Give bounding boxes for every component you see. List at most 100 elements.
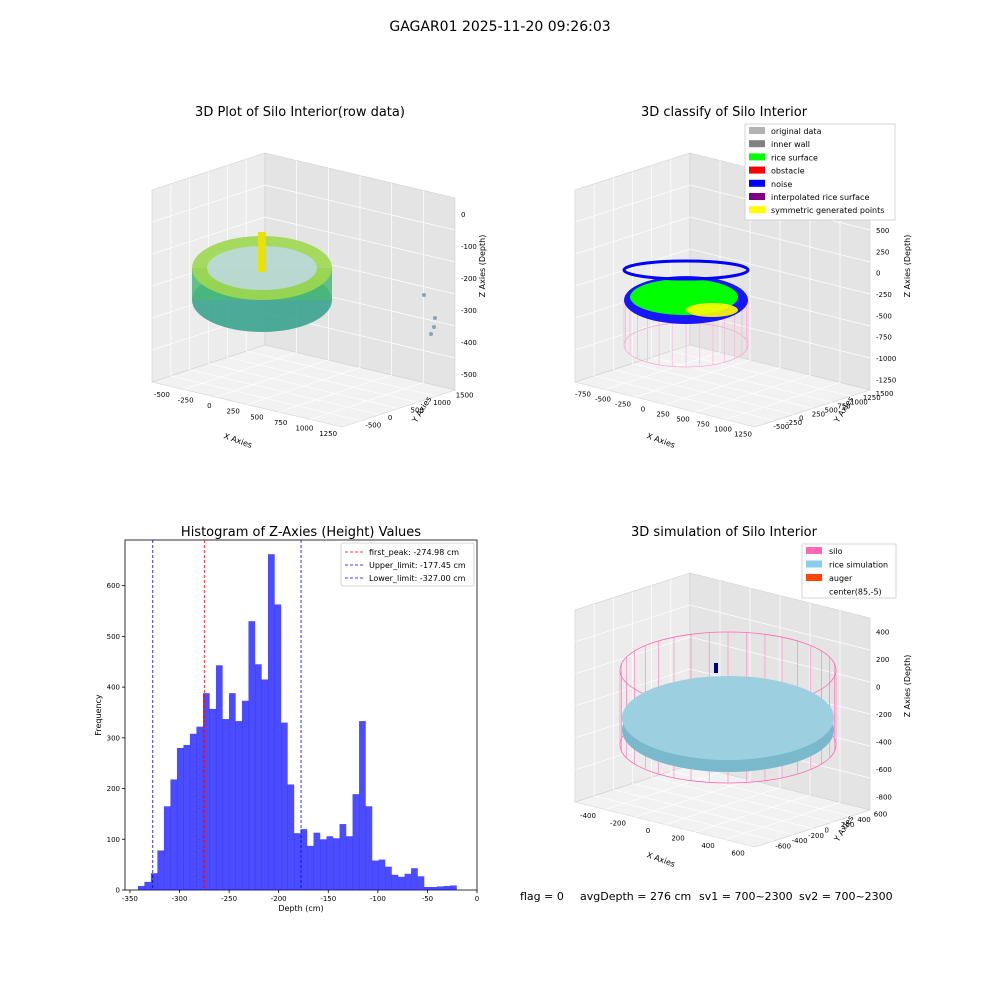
sim-legend-swatch-2 xyxy=(806,574,822,581)
sim-rice-simulation xyxy=(622,676,834,760)
histogram-bar xyxy=(437,886,444,890)
histogram-bar xyxy=(307,845,314,890)
sim-y-tick: -200 xyxy=(808,832,824,840)
cls-x-tick: -750 xyxy=(575,391,591,399)
histogram-bar xyxy=(176,747,184,890)
histogram-bar xyxy=(346,836,353,890)
raw-grid xyxy=(310,382,424,420)
cls-x-tick: 750 xyxy=(696,421,709,429)
panel-raw-data: 3D Plot of Silo Interior(row data) -500-… xyxy=(150,105,487,450)
cls-x-tick: -250 xyxy=(615,401,631,409)
sim-grid xyxy=(689,604,871,651)
footer-sv1: sv1 = 700~2300 xyxy=(699,890,793,903)
y-tick-label: 300 xyxy=(107,734,120,742)
histogram-bar xyxy=(411,868,418,890)
footer-sv2: sv2 = 700~2300 xyxy=(799,890,893,903)
histogram-bar xyxy=(372,860,379,890)
histogram-bar xyxy=(235,721,243,890)
cls-legend-swatch-5 xyxy=(749,193,765,200)
cls-legend-label-0: original data xyxy=(771,127,822,136)
histogram-bar xyxy=(228,693,236,890)
histogram-bar xyxy=(261,679,269,890)
panel-simulation: 3D simulation of Silo Interior -400-2000… xyxy=(573,525,912,869)
y-tick-label: 0 xyxy=(116,887,120,895)
histogram-bar xyxy=(274,604,282,890)
sim-y-tick: -400 xyxy=(792,837,808,845)
x-tick-label: -100 xyxy=(370,895,386,903)
cls-z-tick: 250 xyxy=(876,248,889,256)
raw-z-tick: -100 xyxy=(461,243,477,251)
histogram-bar xyxy=(430,886,438,890)
cls-y-tick: 1000 xyxy=(850,398,868,406)
histogram-bar xyxy=(215,665,223,890)
sim-x-tick: -200 xyxy=(610,819,626,827)
histogram-bar xyxy=(137,885,145,890)
cls-grid xyxy=(574,184,691,223)
sim-z-tick: 400 xyxy=(876,629,889,637)
cls-z-tick: 0 xyxy=(876,270,880,278)
cls-legend-swatch-6 xyxy=(749,206,765,214)
figure-title: GAGAR01 2025-11-20 09:26:03 xyxy=(389,19,610,35)
histogram-bar xyxy=(267,554,275,890)
cls-z-tick: -250 xyxy=(876,291,892,299)
raw-x-tick: 250 xyxy=(226,408,239,416)
cls-x-tick: 1000 xyxy=(714,426,732,434)
sim-y-tick: 0 xyxy=(825,827,829,835)
histogram-bar xyxy=(196,726,204,890)
cls-symmetric-points xyxy=(686,303,738,317)
footer-avg-depth: avgDepth = 276 cm xyxy=(580,890,691,903)
raw-title: 3D Plot of Silo Interior(row data) xyxy=(195,105,405,120)
histogram-bar xyxy=(320,839,327,890)
simulation-title: 3D simulation of Silo Interior xyxy=(631,525,818,540)
sim-z-tick: -600 xyxy=(876,766,892,774)
sim-y-tick: -600 xyxy=(775,842,791,850)
cls-legend-swatch-1 xyxy=(749,140,765,148)
sim-x-tick: 600 xyxy=(731,849,744,857)
sim-legend-label-0: silo xyxy=(829,547,843,556)
x-tick-label: -350 xyxy=(122,895,138,903)
sim-z-tick: -800 xyxy=(876,793,892,801)
histogram-bar xyxy=(359,721,366,890)
sim-grid xyxy=(724,802,841,840)
cls-legend-swatch-4 xyxy=(749,179,765,187)
raw-z-tick: -200 xyxy=(461,275,477,283)
cls-legend-label-3: obstacle xyxy=(771,167,805,176)
cls-legend-label-4: noise xyxy=(771,180,792,189)
cls-z-tick: -1000 xyxy=(876,355,896,363)
raw-y-tick: 500 xyxy=(411,407,424,415)
histogram-bar xyxy=(378,859,386,890)
raw-y-tick: 1500 xyxy=(456,392,474,400)
legend-label-1: Upper_limit: -177.45 cm xyxy=(369,561,466,570)
cls-legend-label-5: interpolated rice surface xyxy=(771,193,869,202)
sim-legend-label-2: auger xyxy=(829,574,853,583)
histogram-bar xyxy=(170,779,178,890)
cls-legend-label-6: symmetric generated points xyxy=(771,206,884,215)
cls-legend-swatch-0 xyxy=(749,127,765,134)
cls-y-tick: 1250 xyxy=(863,394,881,402)
histogram-bar xyxy=(443,885,451,890)
histogram-bar xyxy=(352,794,360,890)
cls-y-tick: 750 xyxy=(837,402,850,410)
sim-legend-label-1: rice simulation xyxy=(829,561,888,570)
sim-legend-swatch-1 xyxy=(806,560,822,568)
histogram-bar xyxy=(365,806,373,890)
raw-x-tick: 1250 xyxy=(319,430,337,438)
raw-z-tick: 0 xyxy=(461,211,465,219)
histogram-legend: first_peak: -274.98 cm Upper_limit: -177.… xyxy=(340,542,475,587)
histogram-bar xyxy=(144,881,152,890)
histogram-bar xyxy=(209,708,217,890)
cls-top-ring xyxy=(622,259,750,281)
raw-y-tick: 1000 xyxy=(433,399,451,407)
sim-x-tick: 0 xyxy=(646,827,650,835)
cls-y-tick: 250 xyxy=(812,411,825,419)
raw-outlier-point xyxy=(433,316,437,320)
cls-y-tick: -500 xyxy=(773,423,789,431)
legend-frame xyxy=(340,542,475,587)
raw-x-tick: 500 xyxy=(250,413,263,421)
raw-outlier-point xyxy=(422,293,426,297)
y-tick-label: 200 xyxy=(107,785,120,793)
histogram-bar xyxy=(339,824,347,890)
raw-outlier-point xyxy=(429,332,433,336)
histogram-bar xyxy=(287,784,295,890)
